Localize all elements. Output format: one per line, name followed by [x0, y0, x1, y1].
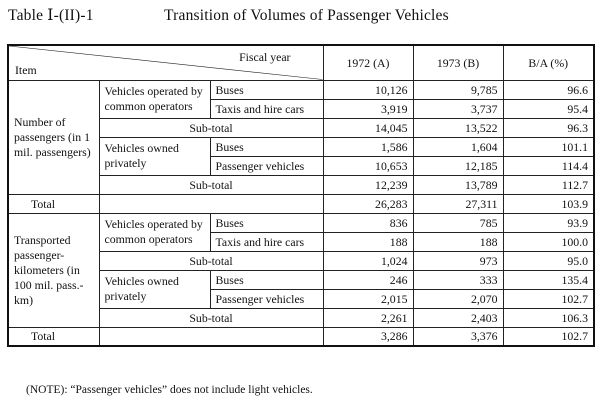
table-row: Sub-total 14,045 13,522 96.3: [8, 117, 595, 138]
cell-ratio: 100.0: [502, 231, 595, 252]
passenger-vehicles-table: Fiscal year Item 1972 (A) 1973 (B) B/A (…: [7, 44, 595, 347]
row-label: Buses: [209, 269, 324, 290]
subtotal-label: Sub-total: [98, 250, 324, 271]
total-cell-v1972: 26,283: [322, 193, 414, 214]
cell-v1972: 2,015: [322, 288, 414, 309]
cell-ratio: 95.4: [502, 98, 595, 119]
row-label: Passenger vehicles: [209, 155, 324, 176]
table-row: Sub-total 1,024 973 95.0: [8, 250, 595, 271]
subtotal-label: Sub-total: [98, 307, 324, 328]
cell-ratio: 102.7: [502, 288, 595, 309]
cell-ratio: 95.0: [502, 250, 595, 271]
cell-v1972: 2,261: [322, 307, 414, 328]
total-cell-v1973: 27,311: [412, 193, 504, 214]
cell-ratio: 106.3: [502, 307, 595, 328]
group-label: Vehicles operated by common operators: [98, 79, 211, 119]
cell-v1973: 2,070: [412, 288, 504, 309]
cell-v1973: 13,522: [412, 117, 504, 138]
total-label: Total: [7, 193, 100, 214]
table-row: Number of passengers (in 1 mil. passenge…: [7, 79, 595, 195]
section-label: Transported passenger-kilometers (in 100…: [7, 212, 100, 328]
row-label: Taxis and hire cars: [209, 98, 324, 119]
total-cell-ratio: 103.9: [502, 193, 595, 214]
table-row: Sub-total 2,261 2,403 106.3: [8, 307, 595, 328]
cell-v1973: 1,604: [412, 136, 504, 157]
group-label: Vehicles owned privately: [98, 269, 211, 309]
cell-v1972: 246: [322, 269, 414, 290]
row-label: Taxis and hire cars: [209, 231, 324, 252]
header-item: Item: [15, 62, 37, 77]
table-title: Table Ⅰ-(II)-1 Transition of Volumes of …: [4, 6, 596, 30]
cell-v1972: 1,586: [322, 136, 414, 157]
group-label: Vehicles operated by common operators: [98, 212, 211, 252]
table-number: Table Ⅰ-(II)-1: [8, 7, 94, 24]
header-diagonal-cell: Fiscal year Item: [7, 44, 324, 81]
column-header-ratio: B/A (%): [502, 44, 595, 81]
row-label: Buses: [209, 136, 324, 157]
cell-ratio: 96.3: [502, 117, 595, 138]
section-label: Number of passengers (in 1 mil. passenge…: [7, 79, 100, 195]
table-row: Transported passenger-kilometers (in 100…: [7, 212, 595, 328]
total-row: Total 26,283 27,311 103.9: [7, 193, 595, 214]
total-label: Total: [7, 326, 100, 347]
total-cell-ratio: 102.7: [502, 326, 595, 347]
cell-v1972: 10,653: [322, 155, 414, 176]
cell-v1972: 14,045: [322, 117, 414, 138]
cell-v1973: 9,785: [412, 79, 504, 100]
table-row: Passenger vehicles 2,015 2,070 102.7: [8, 288, 595, 309]
cell-v1972: 1,024: [322, 250, 414, 271]
table-title-text: Transition of Volumes of Passenger Vehic…: [164, 7, 449, 24]
subtotal-label: Sub-total: [98, 174, 324, 195]
cell-ratio: 96.6: [502, 79, 595, 100]
total-empty-cell: [98, 326, 324, 347]
cell-ratio: 114.4: [502, 155, 595, 176]
cell-v1972: 10,126: [322, 79, 414, 100]
cell-v1973: 785: [412, 212, 504, 233]
row-label: Passenger vehicles: [209, 288, 324, 309]
total-empty-cell: [98, 193, 324, 214]
cell-v1973: 333: [412, 269, 504, 290]
cell-v1973: 13,789: [412, 174, 504, 195]
cell-v1972: 12,239: [322, 174, 414, 195]
total-cell-v1973: 3,376: [412, 326, 504, 347]
group-label: Vehicles owned privately: [98, 136, 211, 176]
header-row: Fiscal year Item 1972 (A) 1973 (B) B/A (…: [7, 44, 595, 81]
diagonal-line: [9, 46, 323, 80]
cell-v1973: 188: [412, 231, 504, 252]
subtotal-label: Sub-total: [98, 117, 324, 138]
total-row: Total 3,286 3,376 102.7: [7, 326, 595, 347]
cell-ratio: 93.9: [502, 212, 595, 233]
cell-v1973: 973: [412, 250, 504, 271]
column-header-1972: 1972 (A): [322, 44, 414, 81]
header-fiscal-year: Fiscal year: [239, 50, 291, 64]
cell-ratio: 112.7: [502, 174, 595, 195]
column-header-1973: 1973 (B): [412, 44, 504, 81]
cell-v1972: 188: [322, 231, 414, 252]
table-row: Taxis and hire cars 188 188 100.0: [8, 231, 595, 252]
total-cell-v1972: 3,286: [322, 326, 414, 347]
table-note: (NOTE): “Passenger vehicles” does not in…: [26, 384, 313, 396]
cell-v1972: 836: [322, 212, 414, 233]
row-label: Buses: [209, 212, 324, 233]
cell-ratio: 135.4: [502, 269, 595, 290]
cell-v1973: 3,737: [412, 98, 504, 119]
cell-v1972: 3,919: [322, 98, 414, 119]
cell-ratio: 101.1: [502, 136, 595, 157]
cell-v1973: 12,185: [412, 155, 504, 176]
cell-v1973: 2,403: [412, 307, 504, 328]
row-label: Buses: [209, 79, 324, 100]
